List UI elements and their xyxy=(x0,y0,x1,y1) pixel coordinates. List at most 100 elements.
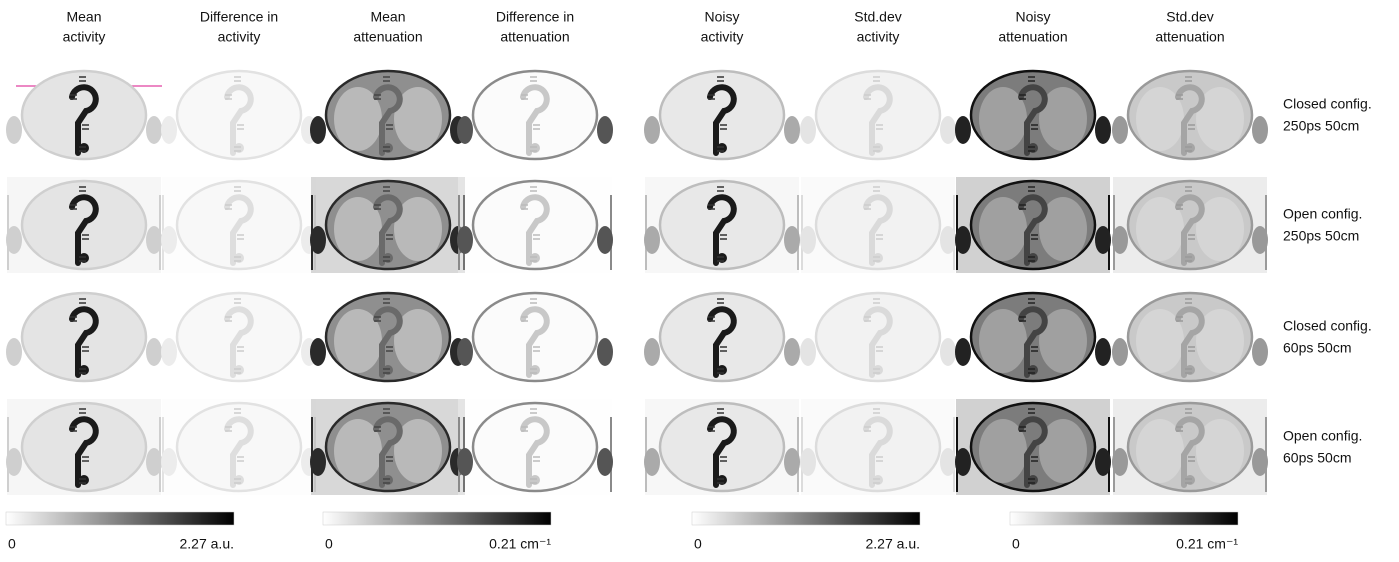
row-label: Closed config. xyxy=(1283,96,1372,112)
arm xyxy=(146,448,162,476)
row-label: Closed config. xyxy=(1283,318,1372,334)
colorbar-min: 0 xyxy=(694,536,702,552)
column-title: activity xyxy=(857,29,900,45)
row-label: 250ps 50cm xyxy=(1283,118,1359,134)
row-label: Open config. xyxy=(1283,428,1362,444)
column-title: attenuation xyxy=(998,29,1067,45)
colorbar-min: 0 xyxy=(325,536,333,552)
phantom-image xyxy=(800,71,956,159)
phantom-image xyxy=(161,177,317,273)
row-label: 60ps 50cm xyxy=(1283,340,1351,356)
colorbar: 0 2.27 a.u. xyxy=(6,512,234,552)
arm xyxy=(597,116,613,144)
colorbar-max: 2.27 a.u. xyxy=(180,536,235,552)
row-label: Open config. xyxy=(1283,206,1362,222)
arm xyxy=(1252,116,1268,144)
arm xyxy=(1095,226,1111,254)
arm xyxy=(1095,338,1111,366)
arm xyxy=(597,338,613,366)
arm xyxy=(1112,226,1128,254)
phantom-image xyxy=(310,399,466,495)
arm xyxy=(6,338,22,366)
phantom-image xyxy=(161,399,317,495)
column-title: attenuation xyxy=(500,29,569,45)
phantom-image xyxy=(161,71,317,159)
arm xyxy=(457,226,473,254)
phantom-image xyxy=(310,177,466,273)
phantom-image xyxy=(457,399,613,495)
phantom-image xyxy=(955,177,1111,273)
phantom-image xyxy=(161,293,317,381)
arm xyxy=(784,226,800,254)
arm xyxy=(161,116,177,144)
phantom-image xyxy=(1112,293,1268,381)
phantom-image xyxy=(6,293,162,381)
arm xyxy=(457,116,473,144)
phantom-image xyxy=(800,293,956,381)
arm xyxy=(310,448,326,476)
arm xyxy=(784,448,800,476)
column-title: Std.dev xyxy=(854,9,901,25)
arm xyxy=(161,448,177,476)
figure: MeanactivityDifference inactivityMeanatt… xyxy=(0,0,1399,562)
column-title: activity xyxy=(63,29,106,45)
arm xyxy=(310,116,326,144)
arm xyxy=(161,226,177,254)
colorbar: 0 2.27 a.u. xyxy=(692,512,920,552)
column-title: activity xyxy=(701,29,744,45)
arm xyxy=(1112,338,1128,366)
phantom-image xyxy=(1112,71,1268,159)
arm xyxy=(457,448,473,476)
arm xyxy=(940,338,956,366)
arm xyxy=(457,338,473,366)
column-title: Noisy xyxy=(704,9,739,25)
arm xyxy=(784,116,800,144)
phantom-image xyxy=(800,177,956,273)
arm xyxy=(310,226,326,254)
colorbar-min: 0 xyxy=(8,536,16,552)
arm xyxy=(955,226,971,254)
colorbar-max: 0.21 cm⁻¹ xyxy=(489,536,551,552)
row-label: 250ps 50cm xyxy=(1283,228,1359,244)
arm xyxy=(1095,448,1111,476)
colorbar-min: 0 xyxy=(1012,536,1020,552)
colorbar-gradient xyxy=(692,512,920,525)
column-title: Mean xyxy=(66,9,101,25)
column-title: activity xyxy=(218,29,261,45)
arm xyxy=(955,116,971,144)
arm xyxy=(800,226,816,254)
arm xyxy=(1252,448,1268,476)
phantom-image xyxy=(1112,399,1268,495)
arm xyxy=(597,448,613,476)
phantom-image xyxy=(644,177,800,273)
arm xyxy=(784,338,800,366)
arm xyxy=(955,448,971,476)
arm xyxy=(1252,226,1268,254)
arm xyxy=(310,338,326,366)
arm xyxy=(146,116,162,144)
arm xyxy=(597,226,613,254)
phantom-image xyxy=(6,399,162,495)
column-title: attenuation xyxy=(353,29,422,45)
arm xyxy=(644,338,660,366)
phantom-image xyxy=(1112,177,1268,273)
phantom-image xyxy=(955,293,1111,381)
phantom-image xyxy=(955,71,1111,159)
arm xyxy=(6,116,22,144)
arm xyxy=(1095,116,1111,144)
colorbar-gradient xyxy=(1010,512,1238,525)
phantom-image xyxy=(6,177,162,273)
phantom-image xyxy=(644,293,800,381)
arm xyxy=(146,338,162,366)
phantom-image xyxy=(644,71,800,159)
phantom-image xyxy=(457,177,613,273)
arm xyxy=(6,226,22,254)
arm xyxy=(800,116,816,144)
colorbar-max: 2.27 a.u. xyxy=(866,536,921,552)
phantom-image xyxy=(955,399,1111,495)
arm xyxy=(146,226,162,254)
phantom-image xyxy=(457,293,613,381)
arm xyxy=(644,448,660,476)
colorbar-gradient xyxy=(323,512,551,525)
